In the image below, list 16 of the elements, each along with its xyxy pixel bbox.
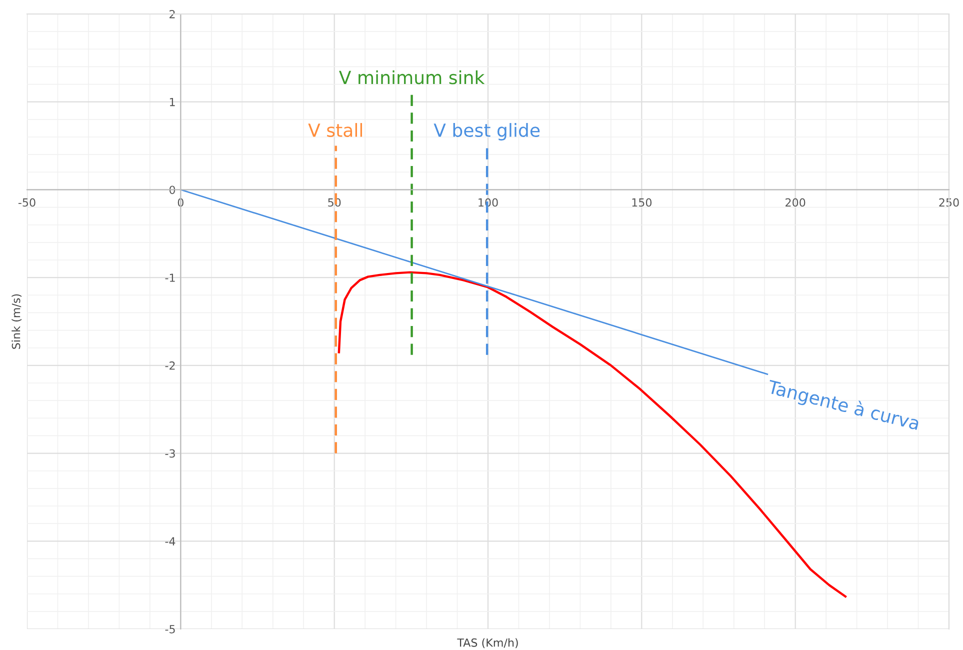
series-label: V stall xyxy=(308,123,362,138)
x-tick-label: -50 xyxy=(18,198,36,207)
series-label: V minimum sink xyxy=(339,70,485,84)
y-tick-label: 1 xyxy=(170,98,175,106)
series-label: V best glide xyxy=(434,123,540,141)
x-tick-label: 0 xyxy=(178,198,184,207)
y-tick-label: -2 xyxy=(165,361,175,370)
x-tick-label: 150 xyxy=(632,198,652,207)
y-tick-label: -3 xyxy=(165,449,175,458)
y-axis-title: Sink (m/s) xyxy=(12,294,22,349)
y-tick-label: -1 xyxy=(165,274,175,282)
y-tick-label: -5 xyxy=(165,625,175,634)
x-axis-title: TAS (Km/h) xyxy=(457,638,518,648)
y-tick-label: -4 xyxy=(165,537,176,546)
x-tick-label: 200 xyxy=(786,198,806,207)
line-series xyxy=(338,271,847,598)
